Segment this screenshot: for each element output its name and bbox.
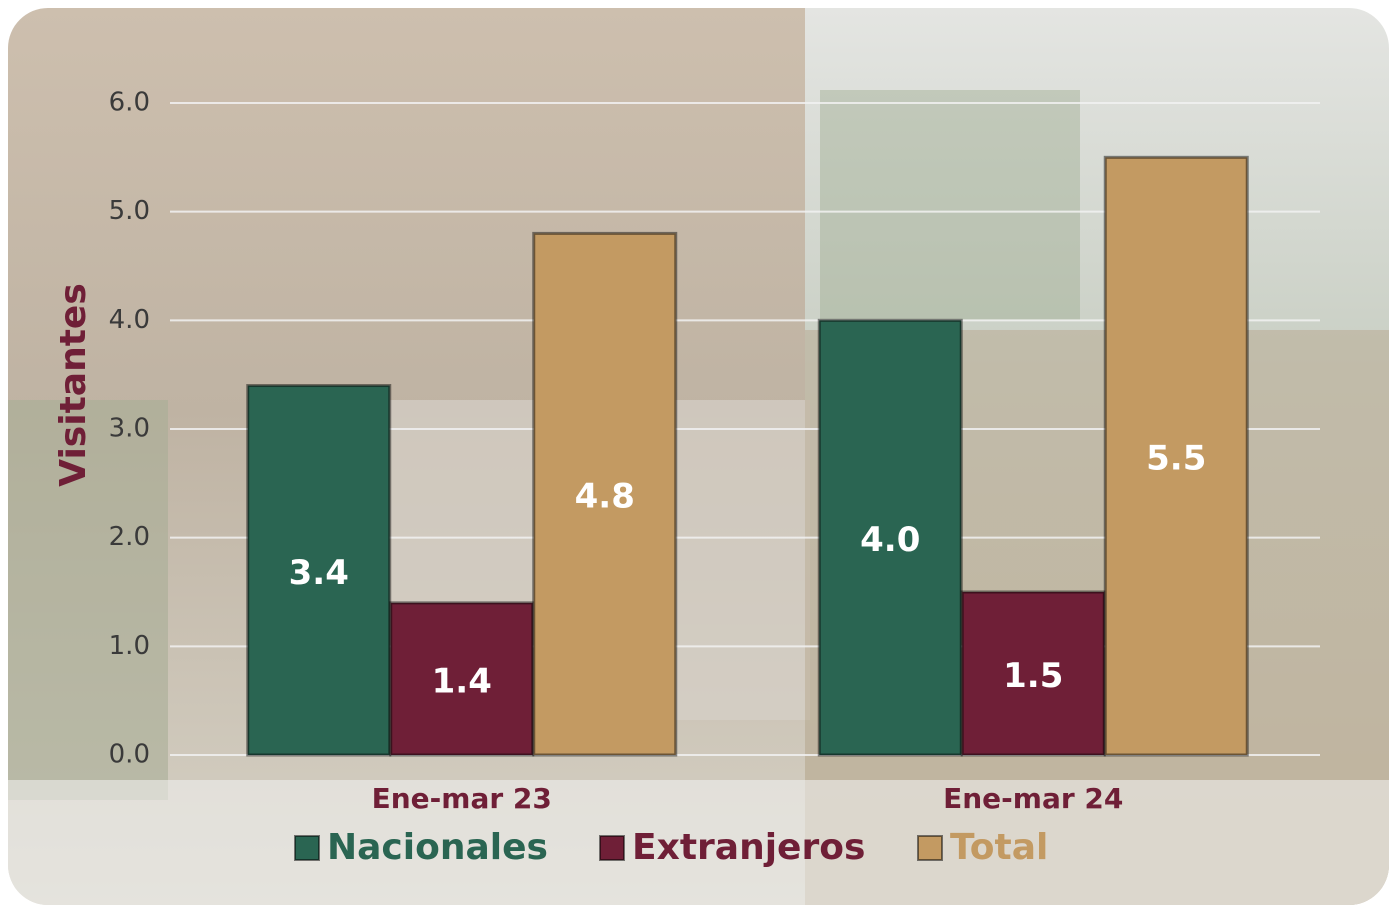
y-tick-label: 5.0	[109, 196, 150, 226]
value-label: 3.4	[289, 553, 349, 593]
bar	[246, 384, 392, 757]
y-tick-label: 6.0	[109, 88, 150, 118]
bar	[532, 231, 678, 757]
legend-swatch	[599, 835, 625, 861]
x-tick-label: Ene-mar 23	[372, 782, 552, 815]
value-label: 1.4	[432, 661, 492, 701]
bar	[817, 318, 963, 757]
y-axis-title: Visitantes	[53, 283, 94, 487]
bar	[1103, 155, 1249, 757]
y-tick-label: 4.0	[109, 305, 150, 335]
value-label: 1.5	[1003, 656, 1063, 696]
legend-swatch	[917, 835, 943, 861]
y-tick-label: 0.0	[109, 740, 150, 770]
legend-label: Total	[950, 827, 1048, 868]
legend-label: Extranjeros	[632, 827, 865, 868]
y-tick-label: 1.0	[109, 631, 150, 661]
value-label: 4.0	[860, 520, 920, 560]
y-tick-label: 3.0	[109, 414, 150, 444]
legend-swatch	[294, 835, 320, 861]
legend-label: Nacionales	[327, 827, 548, 868]
bar	[389, 601, 535, 757]
bar	[960, 590, 1106, 757]
value-label: 5.5	[1146, 439, 1206, 479]
x-tick-label: Ene-mar 24	[943, 782, 1123, 815]
value-label: 4.8	[575, 477, 635, 517]
y-tick-label: 2.0	[109, 522, 150, 552]
